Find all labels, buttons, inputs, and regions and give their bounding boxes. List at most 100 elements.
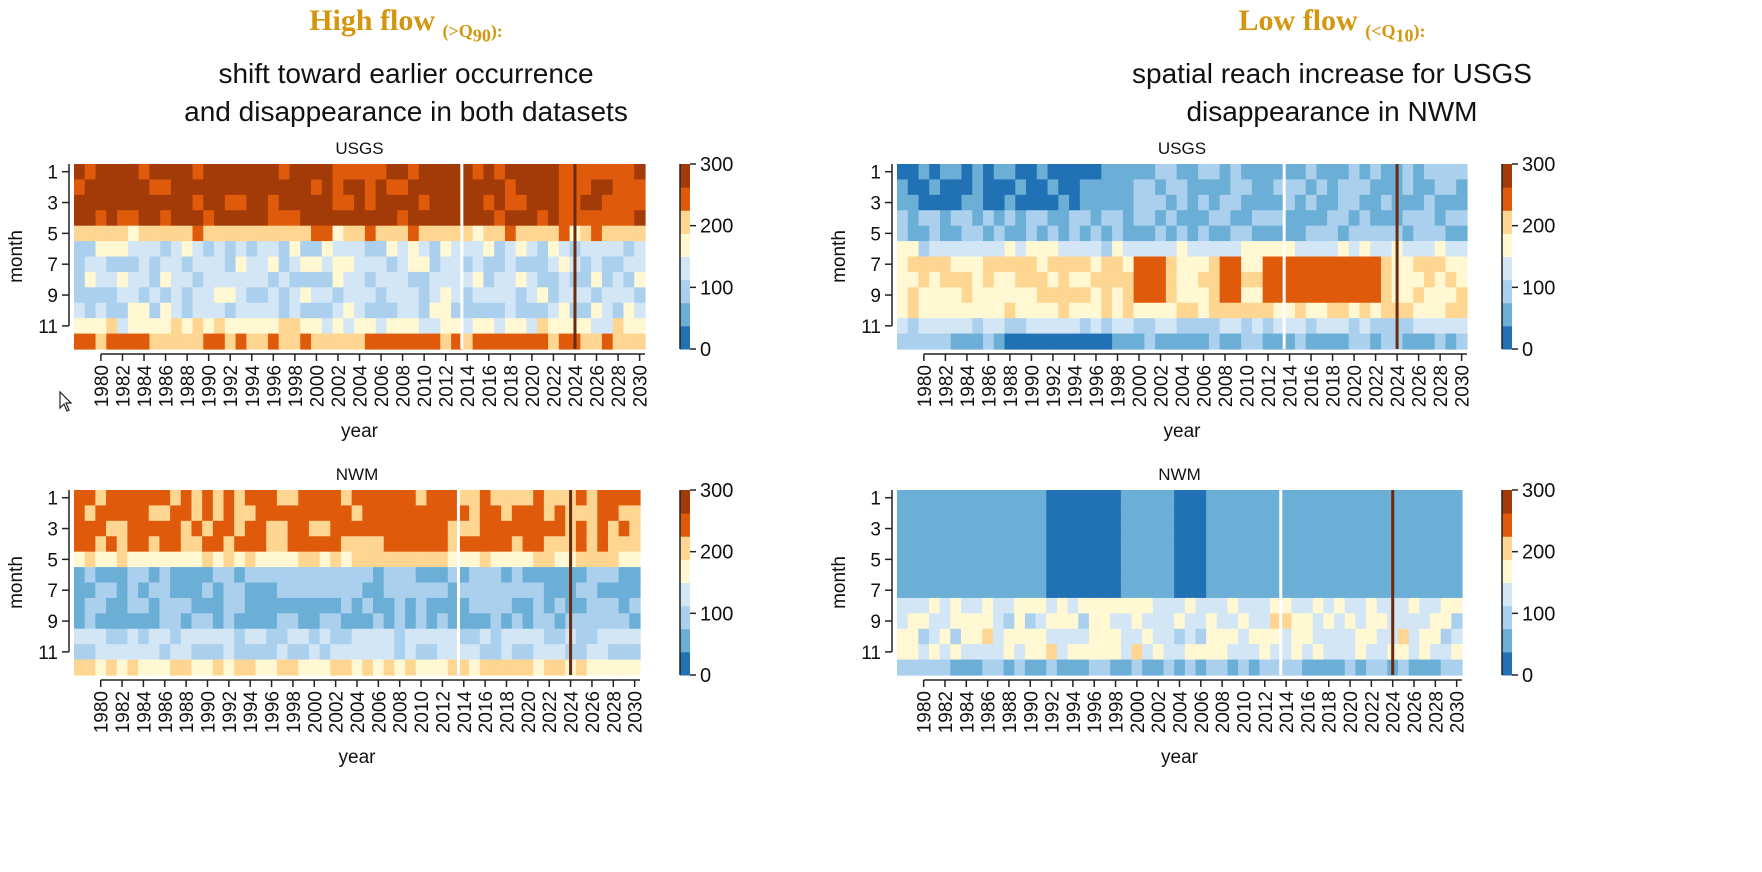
heatmap-cell <box>319 582 331 599</box>
heatmap-cell <box>383 628 395 645</box>
heatmap-cell <box>634 241 646 258</box>
heatmap-cell <box>1004 302 1016 319</box>
heatmap-cell <box>1152 490 1165 507</box>
heatmap-cell <box>1440 644 1452 661</box>
heatmap-cell <box>494 287 506 304</box>
colorbar-tick-label: 0 <box>1522 339 1533 361</box>
heatmap-cell <box>426 628 438 645</box>
heatmap-cell <box>257 271 269 288</box>
heatmap-cell <box>960 644 973 661</box>
heatmap-cell <box>235 241 247 258</box>
heatmap-cell <box>634 210 646 227</box>
heatmap-cell <box>127 241 140 258</box>
heatmap-cell <box>1380 241 1393 258</box>
heatmap-cell <box>117 194 129 211</box>
y-tick-label: 7 <box>47 581 58 602</box>
heatmap-cell <box>1208 164 1221 181</box>
heatmap-cell <box>1451 628 1463 645</box>
x-tick-label: 2012 <box>437 365 458 407</box>
heatmap-cell <box>618 551 630 568</box>
heatmap-cell <box>397 210 409 227</box>
heatmap-cell <box>246 225 258 242</box>
heatmap-cell <box>1259 567 1271 584</box>
heatmap-cell <box>1219 256 1231 273</box>
heatmap-cell <box>170 628 182 645</box>
heatmap-cell <box>972 225 984 242</box>
heatmap-cell <box>1323 659 1335 676</box>
heatmap-cell <box>1206 628 1218 645</box>
heatmap-cell <box>267 333 280 350</box>
heatmap-cell <box>1174 520 1186 537</box>
heatmap-cell <box>634 271 646 288</box>
heatmap-cell <box>1419 551 1431 568</box>
heatmap-cell <box>170 241 183 258</box>
heatmap-cell <box>1079 256 1092 273</box>
heatmap-cell <box>234 628 246 645</box>
heatmap-cell <box>479 490 492 507</box>
heatmap-cell <box>1110 536 1122 553</box>
heatmap-cell <box>1312 597 1325 614</box>
heatmap-cell <box>95 613 107 630</box>
heatmap-cell <box>1238 505 1250 522</box>
heatmap-cell <box>1366 613 1378 630</box>
high-flow-title-prefix: High flow <box>309 4 443 37</box>
heatmap-cell <box>993 271 1006 288</box>
heatmap-cell <box>106 597 118 614</box>
heatmap-cell <box>1398 567 1410 584</box>
heatmap-cell <box>397 256 409 273</box>
heatmap-cell <box>461 318 474 335</box>
x-axis-label: year <box>1161 747 1199 768</box>
heatmap-cell <box>266 597 278 614</box>
heatmap-cell <box>255 644 267 661</box>
heatmap-cell <box>266 505 278 522</box>
heatmap-cell <box>1238 659 1250 676</box>
heatmap-cell <box>469 536 481 553</box>
heatmap-cell <box>340 490 353 507</box>
heatmap-cell <box>623 194 635 211</box>
heatmap-cell <box>982 490 994 507</box>
heatmap-cell <box>246 164 258 181</box>
heatmap-cell <box>618 659 630 676</box>
heatmap-cell <box>1337 256 1350 273</box>
heatmap-cell <box>321 179 334 196</box>
heatmap-cell <box>298 520 310 537</box>
heatmap-cell <box>1270 536 1282 553</box>
heatmap-cell <box>618 490 630 507</box>
heatmap-cell <box>181 179 194 196</box>
heatmap-cell <box>586 505 598 522</box>
heatmap-cell <box>1195 597 1207 614</box>
heatmap-cell <box>1099 536 1111 553</box>
heatmap-cell <box>918 490 930 507</box>
x-tick-label: 2006 <box>372 365 393 407</box>
heatmap-cell <box>106 628 118 645</box>
heatmap-cell <box>1036 210 1049 227</box>
heatmap-cell <box>575 597 588 614</box>
heatmap-cell <box>918 644 930 661</box>
heatmap-cell <box>960 490 973 507</box>
x-tick-label: 2018 <box>1320 691 1341 733</box>
heatmap-cell <box>907 659 919 676</box>
heatmap-cell <box>960 659 973 676</box>
heatmap-cell <box>928 505 941 522</box>
heatmap-cell <box>1227 536 1239 553</box>
heatmap-cell <box>1413 318 1425 335</box>
heatmap-cells <box>74 164 646 350</box>
heatmap-cell <box>1165 164 1178 181</box>
heatmap-cell <box>940 164 952 181</box>
heatmap-cell <box>469 567 481 584</box>
heatmap-cell <box>191 582 203 599</box>
heatmap-cell <box>490 644 502 661</box>
x-tick-label: 2024 <box>562 691 583 734</box>
heatmap-cell <box>591 179 603 196</box>
heatmap-cell <box>440 210 452 227</box>
heatmap-cell <box>629 536 641 553</box>
heatmap-cell <box>472 210 484 227</box>
heatmap-cell <box>362 520 374 537</box>
heatmap-cell <box>106 490 118 507</box>
heatmap-cell <box>1122 179 1135 196</box>
heatmap-cell <box>451 287 463 304</box>
colorbar-tick-label: 200 <box>1522 216 1555 238</box>
heatmap-cell <box>1241 256 1253 273</box>
heatmap-cell <box>591 287 603 304</box>
heatmap-cell <box>469 659 481 676</box>
